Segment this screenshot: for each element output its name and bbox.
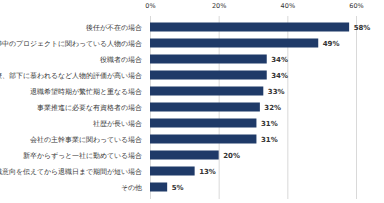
svg-text:その他: その他 [121,184,142,192]
svg-text:会社の主幹事業に関わっている場合: 会社の主幹事業に関わっている場合 [30,136,142,144]
svg-text:後任が不在の場合: 後任が不在の場合 [86,24,142,32]
svg-text:20%: 20% [223,152,240,160]
svg-text:58%: 58% [354,24,371,32]
svg-text:34%: 34% [271,72,288,80]
svg-text:進捗中のプロジェクトに関わっている人物の場合: 進捗中のプロジェクトに関わっている人物の場合 [0,40,142,48]
svg-text:役職者の場合: 役職者の場合 [100,56,142,64]
svg-text:13%: 13% [199,168,216,176]
svg-text:31%: 31% [261,120,278,128]
svg-text:退職希望時期が繁忙期と重なる場合: 退職希望時期が繁忙期と重なる場合 [30,88,142,96]
svg-text:32%: 32% [264,104,281,112]
svg-text:0%: 0% [145,2,155,10]
svg-text:5%: 5% [172,184,184,192]
svg-text:40%: 40% [281,2,295,10]
svg-text:49%: 49% [323,40,340,48]
svg-text:上司、同僚、部下に慕われるなど人物的評価が高い場合: 上司、同僚、部下に慕われるなど人物的評価が高い場合 [0,72,142,80]
svg-text:新卒からずっと一社に勤めている場合: 新卒からずっと一社に勤めている場合 [23,152,142,160]
svg-text:34%: 34% [271,56,288,64]
svg-text:事業推進に必要な有資格者の場合: 事業推進に必要な有資格者の場合 [37,104,142,112]
svg-text:60%: 60% [349,2,363,10]
svg-text:社歴が長い場合: 社歴が長い場合 [93,120,142,128]
svg-text:33%: 33% [268,88,285,96]
svg-text:退職意向を伝えてから退職日まで期間が短い場合: 退職意向を伝えてから退職日まで期間が短い場合 [0,168,142,176]
svg-text:31%: 31% [261,136,278,144]
svg-text:20%: 20% [212,2,226,10]
